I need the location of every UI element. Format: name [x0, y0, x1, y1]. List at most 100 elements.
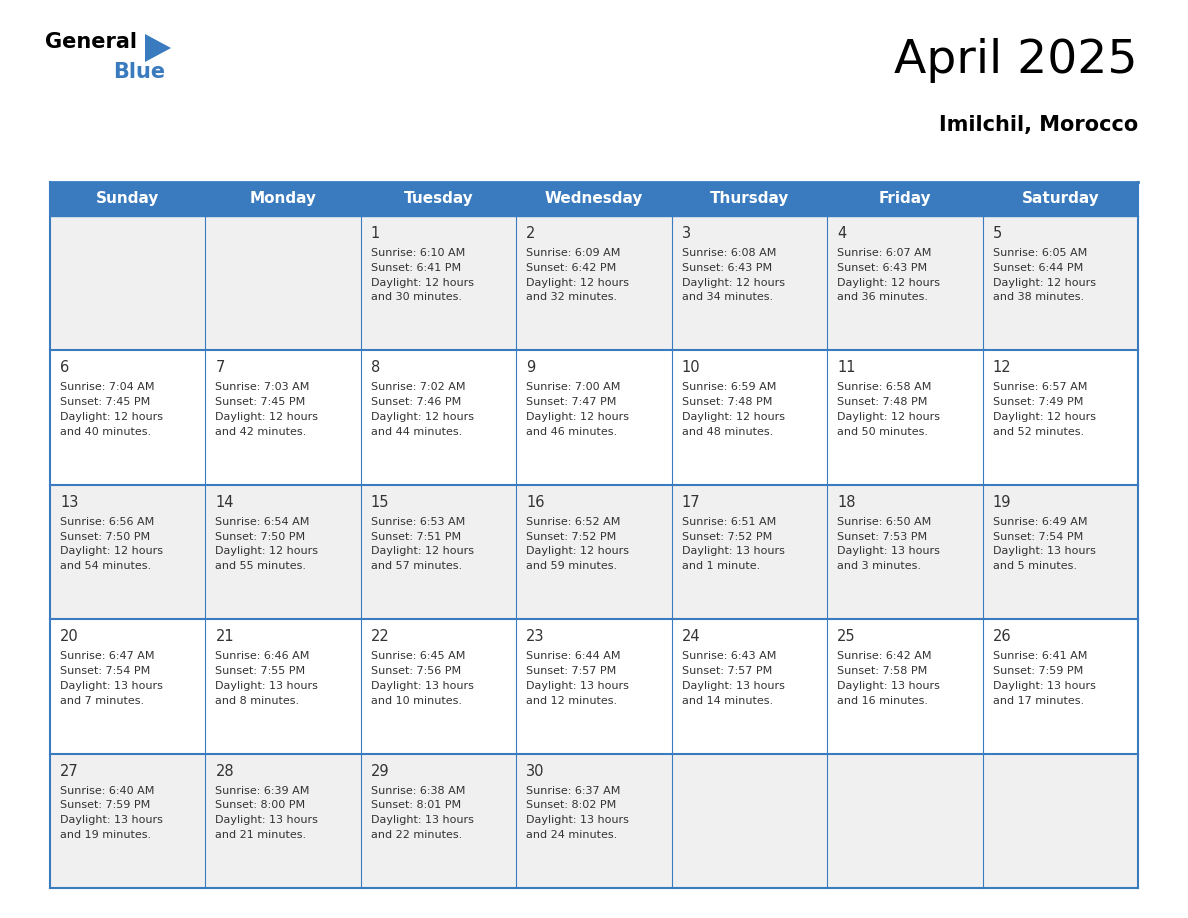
Bar — [206, 620, 361, 754]
Text: Sunrise: 6:52 AM: Sunrise: 6:52 AM — [526, 517, 620, 527]
Bar — [982, 182, 1138, 216]
Text: and 5 minutes.: and 5 minutes. — [992, 561, 1076, 571]
Text: and 52 minutes.: and 52 minutes. — [992, 427, 1083, 437]
Text: and 38 minutes.: and 38 minutes. — [992, 293, 1083, 302]
Text: 17: 17 — [682, 495, 701, 509]
Bar — [361, 620, 517, 754]
Bar — [827, 182, 982, 216]
Text: Daylight: 12 hours: Daylight: 12 hours — [215, 546, 318, 556]
Text: Sunrise: 6:54 AM: Sunrise: 6:54 AM — [215, 517, 310, 527]
Text: 1: 1 — [371, 226, 380, 241]
Text: Daylight: 13 hours: Daylight: 13 hours — [838, 546, 940, 556]
Text: and 1 minute.: and 1 minute. — [682, 561, 760, 571]
Text: Daylight: 12 hours: Daylight: 12 hours — [371, 412, 474, 422]
Text: Sunset: 7:48 PM: Sunset: 7:48 PM — [838, 397, 928, 408]
Text: Sunrise: 6:10 AM: Sunrise: 6:10 AM — [371, 248, 466, 258]
Text: Sunset: 8:02 PM: Sunset: 8:02 PM — [526, 800, 617, 811]
Polygon shape — [145, 34, 171, 62]
Bar — [206, 216, 361, 351]
Text: 4: 4 — [838, 226, 846, 241]
Text: Wednesday: Wednesday — [545, 192, 643, 207]
Text: and 10 minutes.: and 10 minutes. — [371, 696, 462, 706]
Text: and 59 minutes.: and 59 minutes. — [526, 561, 618, 571]
Text: Sunset: 8:00 PM: Sunset: 8:00 PM — [215, 800, 305, 811]
Text: Daylight: 13 hours: Daylight: 13 hours — [61, 815, 163, 825]
Text: Sunset: 7:45 PM: Sunset: 7:45 PM — [61, 397, 150, 408]
Bar — [517, 182, 671, 216]
Text: Daylight: 12 hours: Daylight: 12 hours — [838, 277, 940, 287]
Text: Sunset: 7:57 PM: Sunset: 7:57 PM — [526, 666, 617, 676]
Text: Daylight: 13 hours: Daylight: 13 hours — [526, 815, 630, 825]
Text: and 55 minutes.: and 55 minutes. — [215, 561, 307, 571]
Text: Sunrise: 6:49 AM: Sunrise: 6:49 AM — [992, 517, 1087, 527]
Bar — [671, 620, 827, 754]
Bar — [982, 485, 1138, 620]
Text: Daylight: 12 hours: Daylight: 12 hours — [215, 412, 318, 422]
Text: Sunset: 7:59 PM: Sunset: 7:59 PM — [61, 800, 150, 811]
Bar — [671, 351, 827, 485]
Bar — [50, 754, 206, 888]
Text: Sunset: 8:01 PM: Sunset: 8:01 PM — [371, 800, 461, 811]
Text: Saturday: Saturday — [1022, 192, 1099, 207]
Text: and 22 minutes.: and 22 minutes. — [371, 830, 462, 840]
Text: Sunset: 6:44 PM: Sunset: 6:44 PM — [992, 263, 1082, 273]
Bar — [671, 754, 827, 888]
Text: Daylight: 12 hours: Daylight: 12 hours — [526, 546, 630, 556]
Text: 19: 19 — [992, 495, 1011, 509]
Text: Daylight: 13 hours: Daylight: 13 hours — [838, 681, 940, 691]
Bar — [517, 754, 671, 888]
Text: 29: 29 — [371, 764, 390, 778]
Text: 25: 25 — [838, 629, 855, 644]
Text: Imilchil, Morocco: Imilchil, Morocco — [939, 115, 1138, 135]
Text: Sunset: 7:50 PM: Sunset: 7:50 PM — [215, 532, 305, 542]
Text: Daylight: 12 hours: Daylight: 12 hours — [61, 546, 163, 556]
Text: Sunset: 7:52 PM: Sunset: 7:52 PM — [682, 532, 772, 542]
Text: 5: 5 — [992, 226, 1001, 241]
Text: and 48 minutes.: and 48 minutes. — [682, 427, 773, 437]
Bar — [671, 182, 827, 216]
Bar — [517, 351, 671, 485]
Text: 3: 3 — [682, 226, 691, 241]
Text: Sunrise: 7:02 AM: Sunrise: 7:02 AM — [371, 383, 466, 392]
Text: Daylight: 13 hours: Daylight: 13 hours — [992, 546, 1095, 556]
Bar — [206, 351, 361, 485]
Text: and 21 minutes.: and 21 minutes. — [215, 830, 307, 840]
Text: Daylight: 12 hours: Daylight: 12 hours — [682, 277, 785, 287]
Text: 30: 30 — [526, 764, 545, 778]
Text: Daylight: 13 hours: Daylight: 13 hours — [371, 681, 474, 691]
Text: and 24 minutes.: and 24 minutes. — [526, 830, 618, 840]
Bar — [827, 351, 982, 485]
Text: and 36 minutes.: and 36 minutes. — [838, 293, 928, 302]
Text: and 8 minutes.: and 8 minutes. — [215, 696, 299, 706]
Text: Sunrise: 6:41 AM: Sunrise: 6:41 AM — [992, 651, 1087, 661]
Text: and 7 minutes.: and 7 minutes. — [61, 696, 144, 706]
Text: Friday: Friday — [879, 192, 931, 207]
Text: Sunrise: 6:53 AM: Sunrise: 6:53 AM — [371, 517, 466, 527]
Text: Sunrise: 6:50 AM: Sunrise: 6:50 AM — [838, 517, 931, 527]
Text: and 30 minutes.: and 30 minutes. — [371, 293, 462, 302]
Text: Tuesday: Tuesday — [404, 192, 474, 207]
Text: and 50 minutes.: and 50 minutes. — [838, 427, 928, 437]
Text: Sunset: 7:55 PM: Sunset: 7:55 PM — [215, 666, 305, 676]
Text: 26: 26 — [992, 629, 1011, 644]
Text: 15: 15 — [371, 495, 390, 509]
Text: and 12 minutes.: and 12 minutes. — [526, 696, 618, 706]
Bar — [361, 485, 517, 620]
Bar — [50, 216, 206, 351]
Text: Daylight: 13 hours: Daylight: 13 hours — [215, 815, 318, 825]
Text: and 46 minutes.: and 46 minutes. — [526, 427, 618, 437]
Text: 20: 20 — [61, 629, 78, 644]
Text: Sunset: 6:41 PM: Sunset: 6:41 PM — [371, 263, 461, 273]
Bar — [50, 620, 206, 754]
Bar — [671, 216, 827, 351]
Text: and 14 minutes.: and 14 minutes. — [682, 696, 773, 706]
Text: Sunrise: 6:09 AM: Sunrise: 6:09 AM — [526, 248, 620, 258]
Bar — [206, 182, 361, 216]
Bar — [361, 754, 517, 888]
Text: Daylight: 12 hours: Daylight: 12 hours — [526, 277, 630, 287]
Text: Sunrise: 6:56 AM: Sunrise: 6:56 AM — [61, 517, 154, 527]
Text: Sunset: 7:56 PM: Sunset: 7:56 PM — [371, 666, 461, 676]
Text: and 17 minutes.: and 17 minutes. — [992, 696, 1083, 706]
Text: Daylight: 12 hours: Daylight: 12 hours — [682, 412, 785, 422]
Text: Daylight: 12 hours: Daylight: 12 hours — [838, 412, 940, 422]
